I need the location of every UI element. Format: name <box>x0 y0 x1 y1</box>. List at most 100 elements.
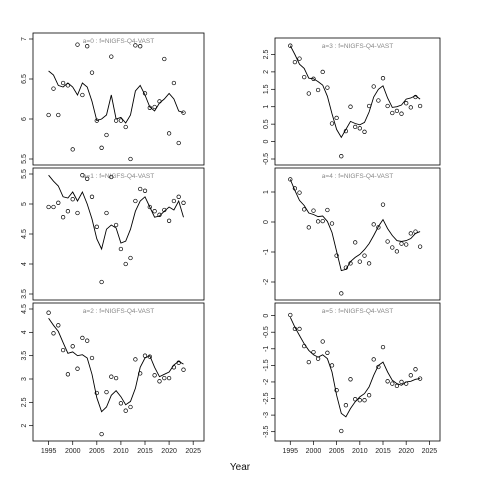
y-tick-label: -3 <box>263 412 270 418</box>
x-tick-label: 2020 <box>161 448 177 455</box>
fit-line <box>289 179 421 272</box>
data-point <box>394 383 400 389</box>
data-point <box>133 43 138 48</box>
data-point <box>394 108 400 114</box>
data-point <box>171 80 177 86</box>
data-point <box>162 207 167 213</box>
data-point <box>138 371 143 376</box>
data-point <box>70 197 75 202</box>
data-point <box>56 323 61 328</box>
x-tick-label: 2025 <box>422 448 438 455</box>
y-tick-label: 2 <box>21 424 28 428</box>
data-point <box>171 198 177 204</box>
data-point <box>51 331 56 336</box>
x-tick-label: 2000 <box>65 448 81 455</box>
data-point <box>325 207 330 213</box>
y-tick-label: 5 <box>21 202 28 206</box>
data-point <box>320 339 325 344</box>
x-tick-label: 1995 <box>41 448 57 455</box>
data-point <box>320 218 325 224</box>
y-tick-label: 0 <box>263 314 270 318</box>
data-point <box>408 373 413 378</box>
data-point <box>292 326 298 332</box>
data-point <box>302 207 307 212</box>
data-point <box>380 344 386 350</box>
data-point <box>315 87 321 93</box>
data-point <box>162 375 167 381</box>
data-point <box>334 253 339 258</box>
data-point <box>288 43 293 48</box>
data-point <box>162 56 167 62</box>
data-point <box>147 204 152 210</box>
y-tick-label: -1 <box>263 249 270 255</box>
data-point <box>404 242 409 247</box>
data-point <box>348 377 353 382</box>
data-point <box>366 103 372 109</box>
data-point <box>380 202 386 207</box>
data-point <box>109 374 114 379</box>
data-point <box>399 379 404 385</box>
data-point <box>51 204 56 210</box>
data-point <box>89 194 95 199</box>
fit-line <box>48 318 184 413</box>
data-point <box>113 222 119 228</box>
y-tick-label: 4.5 <box>21 304 28 314</box>
data-point <box>94 118 99 123</box>
y-tick-label: 0 <box>263 220 270 224</box>
y-tick-label: 0.5 <box>263 119 270 129</box>
data-point <box>339 291 344 296</box>
data-point <box>80 173 85 178</box>
y-tick-label: -0.5 <box>263 153 270 165</box>
data-point <box>46 310 51 315</box>
data-point <box>104 210 109 216</box>
data-point <box>85 44 90 49</box>
data-point <box>376 98 381 103</box>
data-point <box>413 94 418 100</box>
data-point <box>142 188 148 193</box>
data-point <box>315 219 321 224</box>
y-tick-label: -2 <box>263 279 270 285</box>
data-point <box>325 350 330 355</box>
data-point <box>142 91 148 96</box>
data-point <box>334 115 339 121</box>
data-point <box>99 279 104 285</box>
data-point <box>371 222 376 227</box>
data-point <box>152 209 157 214</box>
data-point <box>380 76 386 81</box>
data-point <box>118 118 124 123</box>
x-tick-label: 2025 <box>185 448 201 455</box>
y-tick-label: -1 <box>263 346 270 352</box>
data-point <box>133 357 138 362</box>
data-point <box>65 209 71 214</box>
data-point <box>371 357 376 362</box>
plot-frame <box>274 37 441 166</box>
data-point <box>357 259 362 264</box>
data-point <box>166 131 172 136</box>
panel-0: a=0 : f=NIGFS-Q4-VAST 5.5 6 6.5 7 <box>21 32 205 166</box>
panel-label: a=3 : f=NIGFS-Q4-VAST <box>322 43 393 50</box>
x-tick-label: 2015 <box>137 448 153 455</box>
y-tick-label: 7 <box>21 37 28 41</box>
data-point <box>123 408 128 413</box>
data-point <box>123 261 128 267</box>
data-point <box>128 404 133 410</box>
data-point <box>288 312 293 318</box>
data-point <box>113 375 119 381</box>
x-tick-label: 2010 <box>352 448 368 455</box>
data-point <box>89 70 95 75</box>
data-point <box>181 200 186 205</box>
y-tick-label: 1 <box>263 190 270 194</box>
data-point <box>417 376 423 381</box>
y-tick-label: 1.5 <box>263 84 270 94</box>
data-point <box>357 126 362 131</box>
data-point <box>113 118 119 123</box>
data-point <box>306 225 311 230</box>
data-point <box>166 218 172 223</box>
y-tick-label: 2.5 <box>263 49 270 59</box>
data-point <box>357 398 362 403</box>
x-tick-label: 2005 <box>89 448 105 455</box>
data-point <box>104 389 109 395</box>
y-tick-label: 3.5 <box>21 289 28 299</box>
data-point <box>311 76 316 81</box>
